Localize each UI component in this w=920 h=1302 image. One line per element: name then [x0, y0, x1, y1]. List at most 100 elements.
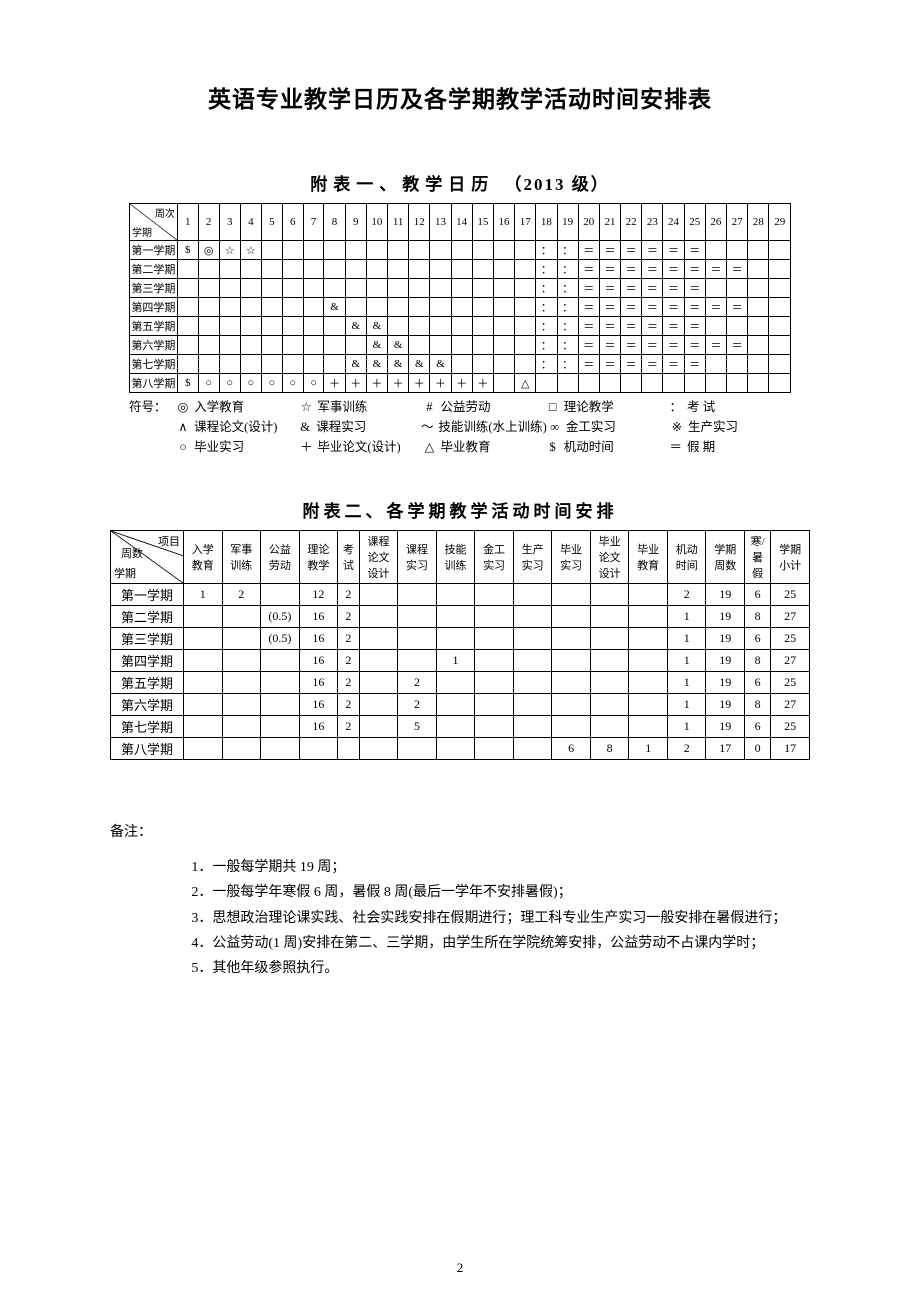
activity-cell — [359, 650, 398, 672]
calendar-cell — [282, 355, 303, 374]
activity-cell — [552, 672, 591, 694]
col-line: 毕业 — [592, 533, 628, 549]
week-number: 9 — [345, 204, 366, 241]
calendar-cell: & — [409, 355, 430, 374]
activity-cell — [629, 672, 668, 694]
activity-cell: 1 — [667, 694, 706, 716]
calendar-cell: ＝ — [621, 260, 642, 279]
activity-cell — [222, 628, 261, 650]
semester-label: 第五学期 — [130, 317, 178, 336]
activity-cell: 1 — [667, 606, 706, 628]
calendar-cell — [240, 317, 261, 336]
legend-row: 符号：◎ 入学教育☆ 军事训练# 公益劳动□ 理论教学： 考 试 — [129, 397, 791, 417]
diag-bot-label: 学期 — [132, 224, 152, 239]
note-item: 5．其他年级参照执行。 — [162, 956, 820, 981]
legend-symbol: ☆ — [298, 397, 314, 417]
calendar-cell: ： — [557, 260, 578, 279]
calendar-cell — [748, 355, 769, 374]
week-number: 1 — [177, 204, 198, 241]
legend-text: 生产实习 — [685, 420, 738, 434]
notes: 备注： 1．一般每学期共 19 周；2．一般每学年寒假 6 周，暑假 8 周(最… — [100, 820, 820, 981]
activity-cell — [436, 738, 475, 760]
semester-label: 第八学期 — [130, 374, 178, 393]
calendar-cell: ： — [536, 279, 557, 298]
calendar-cell: & — [324, 298, 345, 317]
calendar-cell: ＝ — [578, 279, 599, 298]
calendar-cell — [409, 241, 430, 260]
calendar-cell: ＝ — [599, 317, 620, 336]
activity-cell — [629, 716, 668, 738]
col-line: 生产 — [515, 541, 551, 557]
calendar-cell — [219, 355, 240, 374]
col-line: 技能 — [438, 541, 474, 557]
week-number: 21 — [599, 204, 620, 241]
calendar-cell — [240, 355, 261, 374]
activity-cell — [436, 628, 475, 650]
week-number: 10 — [366, 204, 387, 241]
calendar-cell — [303, 260, 324, 279]
calendar-cell — [430, 241, 451, 260]
calendar-cell — [388, 260, 409, 279]
activity-cell: 8 — [745, 606, 771, 628]
activity-column-header: 学期小计 — [771, 531, 810, 584]
calendar-cell: ＝ — [727, 298, 748, 317]
calendar-cell — [345, 279, 366, 298]
week-number: 8 — [324, 204, 345, 241]
diag2-bot-label: 学期 — [114, 565, 136, 581]
activity-table: 项目 周数 学期 入学教育军事训练公益劳动理论教学考试课程论文设计课程实习技能训… — [110, 530, 810, 760]
calendar-cell — [769, 355, 791, 374]
calendar-cell — [282, 298, 303, 317]
legend-symbol: ∞ — [547, 417, 563, 437]
semester-label: 第三学期 — [130, 279, 178, 298]
calendar-cell — [261, 241, 282, 260]
calendar-cell — [430, 317, 451, 336]
calendar-cell — [493, 317, 514, 336]
calendar-cell — [451, 355, 472, 374]
week-number: 28 — [748, 204, 769, 241]
calendar-cell — [430, 298, 451, 317]
activity-cell — [475, 672, 514, 694]
calendar-cell — [261, 317, 282, 336]
activity-row: 第二学期(0.5)162119827 — [111, 606, 810, 628]
activity-cell — [513, 694, 552, 716]
activity-cell — [513, 650, 552, 672]
legend-symbol: ＝ — [668, 437, 684, 457]
calendar-cell: ＋ — [430, 374, 451, 393]
activity-cell: 2 — [222, 584, 261, 606]
activity-column-header: 寒/暑假 — [745, 531, 771, 584]
week-number: 5 — [261, 204, 282, 241]
diag-top-label: 周次 — [155, 205, 175, 220]
legend-text: 课程实习 — [313, 420, 366, 434]
note-item: 2．一般每学年寒假 6 周，暑假 8 周(最后一学年不安排暑假)； — [162, 880, 820, 905]
activity-cell: 2 — [667, 738, 706, 760]
activity-cell: 27 — [771, 606, 810, 628]
calendar-cell: ＝ — [663, 279, 684, 298]
col-line: 公益 — [262, 541, 298, 557]
calendar-cell — [663, 374, 684, 393]
activity-cell — [359, 628, 398, 650]
legend-item: ∞ 金工实习 — [547, 417, 669, 437]
calendar-cell — [769, 298, 791, 317]
calendar-cell: ＝ — [705, 260, 726, 279]
activity-cell: 2 — [338, 606, 360, 628]
calendar-row: 第六学期&&：：＝＝＝＝＝＝＝＝ — [130, 336, 791, 355]
week-number: 26 — [705, 204, 726, 241]
activity-cell — [261, 650, 300, 672]
calendar-cell — [642, 374, 663, 393]
activity-cell: 2 — [398, 672, 437, 694]
calendar-cell: ＝ — [663, 260, 684, 279]
calendar-cell: ＝ — [578, 298, 599, 317]
activity-cell — [590, 584, 629, 606]
activity-cell — [359, 716, 398, 738]
activity-cell — [261, 738, 300, 760]
week-number: 18 — [536, 204, 557, 241]
activity-cell — [359, 672, 398, 694]
calendar-cell — [388, 298, 409, 317]
calendar-cell — [515, 336, 536, 355]
calendar-cell: ☆ — [219, 241, 240, 260]
calendar-cell: ○ — [219, 374, 240, 393]
activity-cell — [359, 738, 398, 760]
calendar-cell: ＝ — [578, 336, 599, 355]
calendar-cell: ： — [536, 260, 557, 279]
calendar-cell: ＝ — [621, 279, 642, 298]
